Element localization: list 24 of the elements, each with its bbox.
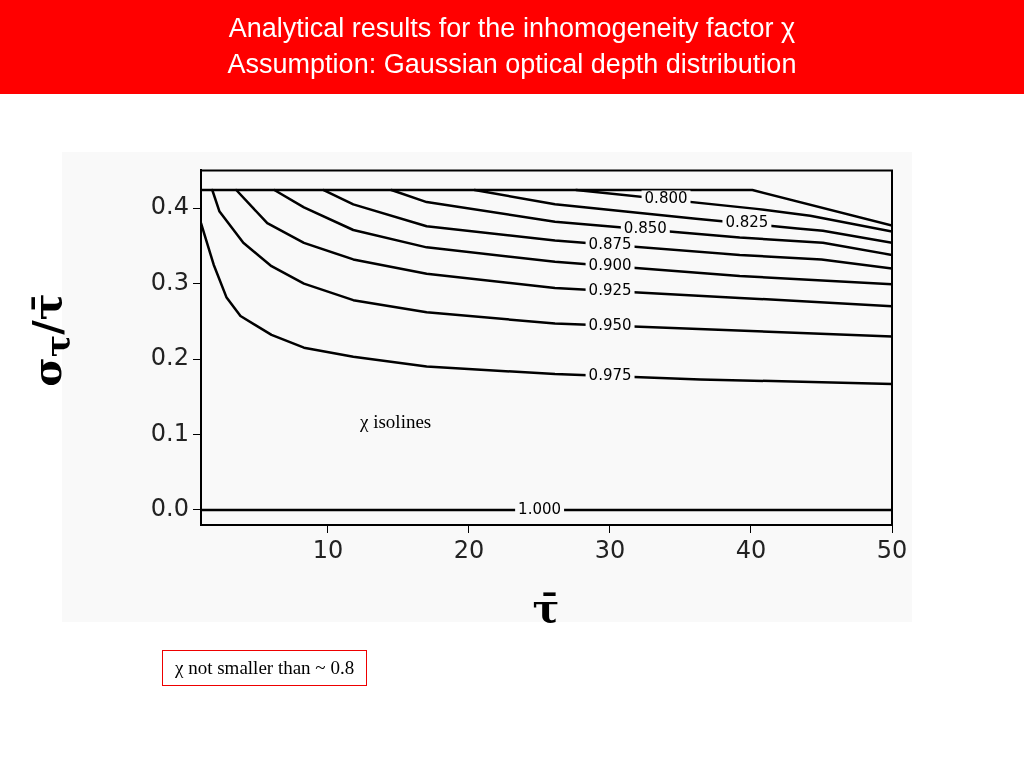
series-label: 0.875 (588, 234, 632, 253)
y-tick-label: 0.2 (150, 343, 189, 372)
chart-title: Analytical results for the inhomogeneity factor χ (227, 12, 797, 45)
series-label: 0.850 (623, 219, 667, 238)
series-label: 0.825 (725, 213, 769, 232)
series-label: 0.975 (588, 366, 632, 384)
x-tick-label: 40 (735, 535, 767, 564)
series-label: 0.900 (588, 255, 632, 274)
x-tick-label: 50 (876, 535, 908, 564)
x-tick-label: 10 (312, 535, 344, 564)
x-tick-label: 30 (594, 535, 626, 564)
series-label: 1.000 (518, 499, 562, 518)
chart-subtitle: Assumption: Gaussian optical depth distribution (226, 48, 798, 81)
y-tick-label: 0.3 (150, 267, 189, 296)
x-axis-title: τ̄ (532, 583, 560, 631)
y-tick-label: 0.1 (150, 418, 189, 447)
annotation: χ isolines (360, 411, 432, 433)
series-label: 0.800 (644, 189, 688, 208)
series-label: 0.925 (588, 280, 632, 299)
text: χ not smaller than ~ 0.8 (162, 650, 368, 686)
series-label: 0.950 (588, 315, 632, 334)
x-tick-label: 20 (453, 535, 485, 564)
y-tick-label: 0.4 (150, 192, 189, 221)
y-tick-label: 0.0 (150, 494, 189, 523)
